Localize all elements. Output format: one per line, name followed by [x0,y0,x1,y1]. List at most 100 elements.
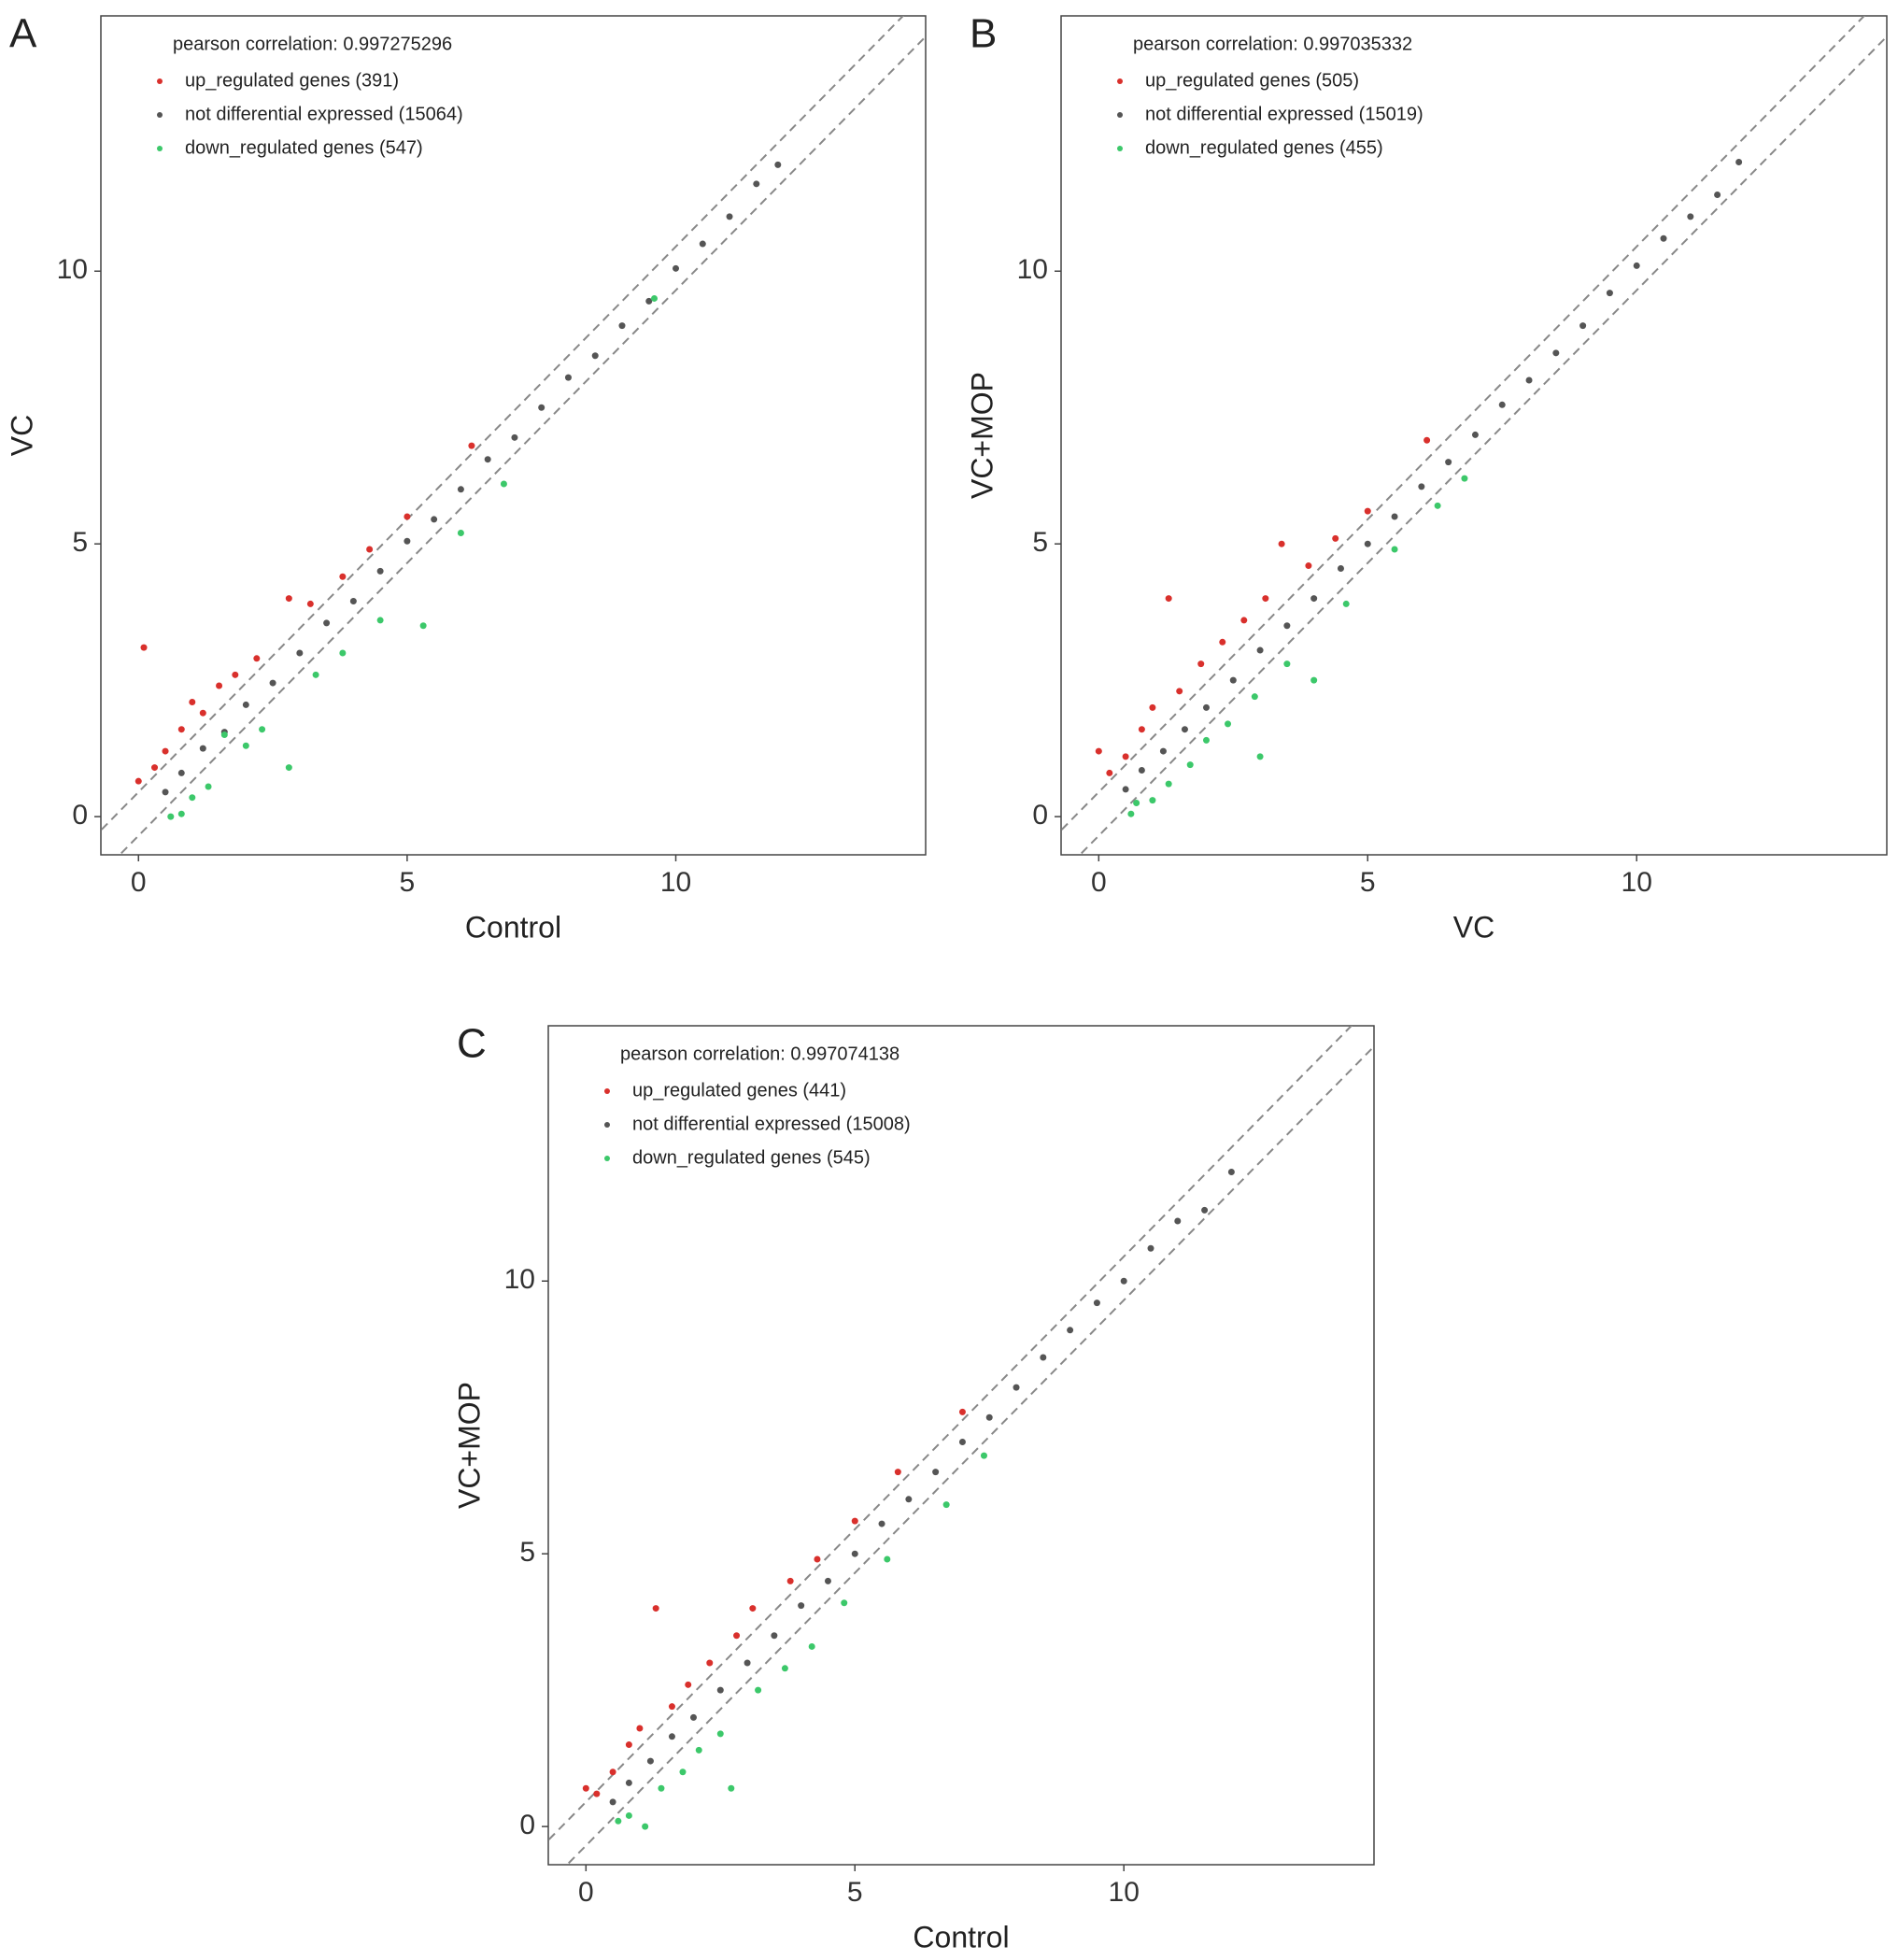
point [618,322,626,330]
point [744,1659,751,1667]
point [841,1599,848,1607]
point [1391,513,1398,520]
point [1471,431,1479,438]
point [1687,213,1694,220]
point [1202,736,1210,744]
point [798,1602,805,1610]
point [205,783,212,790]
x-tick-label: 10 [660,867,691,898]
point [1181,726,1188,733]
reference-line [118,35,926,855]
plot-frame [100,15,927,856]
legend-marker [157,146,163,151]
point [1133,800,1140,807]
point [1122,786,1129,793]
point [564,374,572,381]
point [431,516,438,523]
legend-label: down_regulated genes (547) [185,137,423,158]
point [162,747,169,755]
point [668,1733,675,1740]
point [582,1784,589,1792]
point [538,404,545,411]
point [216,682,223,689]
point [1305,562,1312,570]
point [1165,780,1172,788]
annotation: pearson correlation: 0.997035332 [1133,34,1412,54]
panel: 0 5 10 0 5 10 VC VC+MOP B pearson correlation: 0.… [965,11,1888,944]
point [135,777,142,785]
point [625,1779,632,1786]
legend-marker [604,1156,610,1161]
point [404,513,411,520]
point [894,1469,901,1476]
point [323,619,331,627]
point [1256,646,1264,654]
point [786,1577,794,1584]
point [242,701,249,708]
y-tick-label: 0 [72,800,88,831]
x-tick-label: 0 [1091,867,1107,898]
point [728,1784,735,1792]
point [1229,676,1237,684]
points [1095,158,1743,817]
point [755,1686,762,1694]
point [1364,540,1371,547]
plot-frame [1060,15,1888,856]
y-axis-label: VC+MOP [452,1382,486,1509]
panel: 0 5 10 0 5 10 Control VC A pearson correlation: 0… [5,11,927,944]
point [285,764,292,772]
point [1525,376,1533,384]
point [645,297,653,305]
point [905,1496,913,1503]
legend-label: not differential expressed (15019) [1145,104,1424,124]
point [189,699,196,706]
point [1364,507,1371,515]
reference-line [1061,16,1866,832]
points [582,1168,1235,1830]
point [253,655,261,662]
point [609,1768,616,1776]
point [985,1413,993,1421]
point [753,180,760,188]
legend-marker [1117,112,1123,118]
point [285,595,292,603]
point [673,264,680,272]
point [1256,753,1264,760]
y-tick-label: 0 [1032,800,1048,831]
point [625,1811,632,1819]
y-tick-label: 0 [519,1810,535,1840]
point [1219,638,1226,646]
point [1186,761,1194,769]
point [162,788,169,796]
x-axis-label: Control [465,910,561,944]
legend-label: not differential expressed (15064) [185,104,463,124]
point [259,726,266,733]
point [177,810,185,817]
point [591,352,599,360]
point [1714,192,1721,199]
point [749,1605,757,1612]
point [232,671,239,678]
x-tick-label: 5 [847,1877,863,1908]
point [716,1730,724,1738]
point [1013,1384,1020,1391]
reference-line [565,1044,1374,1865]
point [199,745,206,752]
point [1138,726,1145,733]
point [1278,540,1285,547]
point [404,537,411,545]
x-axis-label: VC [1453,910,1494,944]
y-tick-label: 10 [504,1264,535,1295]
reference-line [1078,35,1887,855]
point [1106,769,1113,776]
panel-label: A [9,11,37,57]
point [851,1550,858,1557]
point [668,1703,675,1711]
point [1310,676,1318,684]
y-tick-label: 10 [57,254,88,285]
point [1240,617,1248,624]
legend-label: up_regulated genes (505) [1145,70,1359,91]
point [958,1408,966,1415]
point [296,649,304,657]
